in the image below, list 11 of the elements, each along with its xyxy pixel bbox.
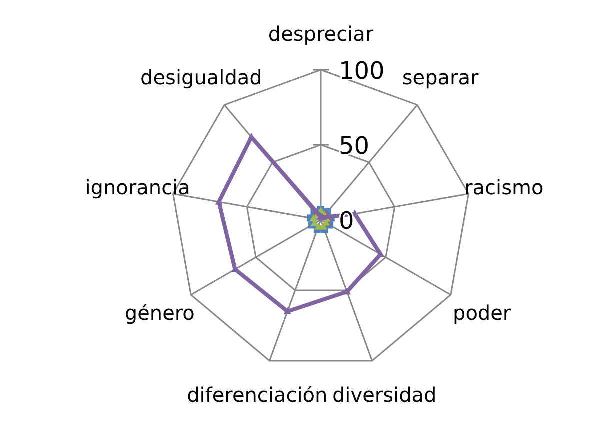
- spoke-label: género: [124, 301, 195, 325]
- y-tick-label: 100: [339, 57, 385, 85]
- spoke-label: despreciar: [268, 22, 374, 46]
- spoke-label: diversidad: [332, 382, 437, 407]
- spoke-label: racismo: [464, 176, 544, 200]
- spoke-label: desigualdad: [140, 66, 262, 90]
- spoke-label: diferenciación: [187, 382, 328, 407]
- spoke-label: poder: [453, 301, 512, 325]
- spoke-label: ignorancia: [85, 176, 190, 200]
- spoke-label: separar: [402, 66, 480, 90]
- y-tick-label: 50: [339, 132, 370, 160]
